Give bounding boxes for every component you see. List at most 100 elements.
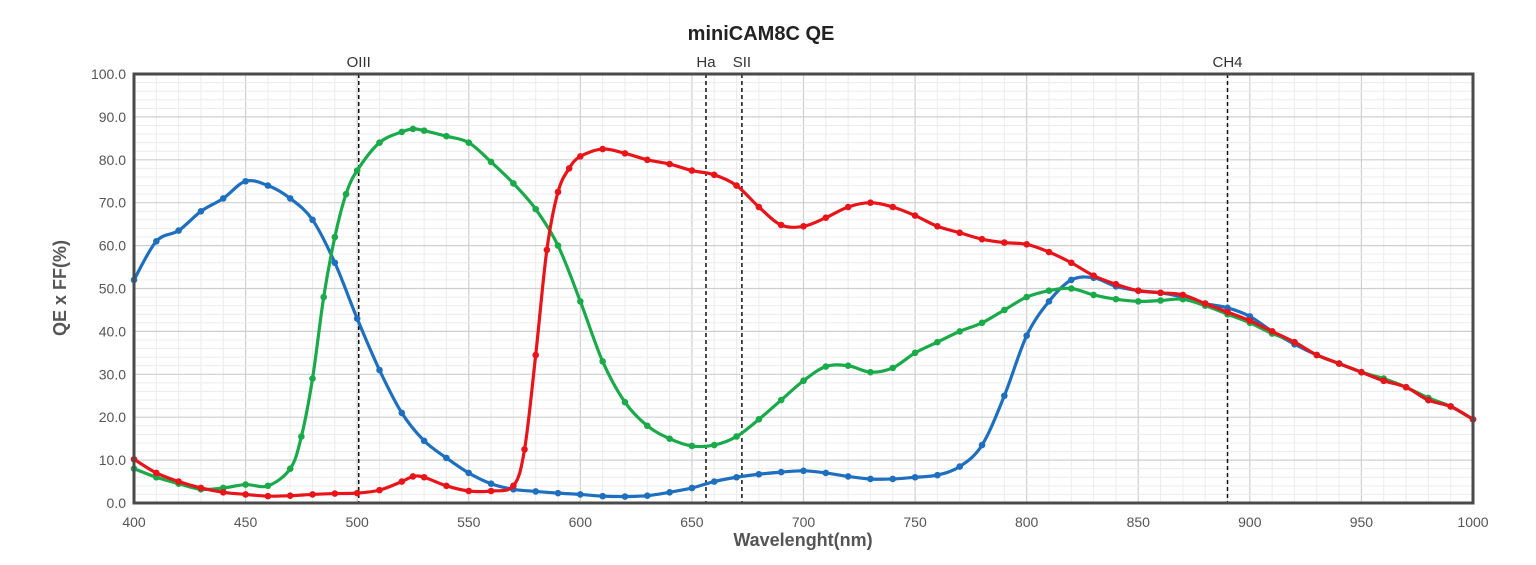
data-point-red: [1090, 272, 1097, 279]
data-point-blue: [1001, 392, 1008, 400]
x-tick-label: 900: [1238, 514, 1262, 530]
grid: [133, 73, 1474, 504]
data-point-blue: [353, 315, 361, 322]
data-point-blue: [1045, 298, 1053, 305]
data-point-red: [777, 221, 785, 229]
data-point-blue: [599, 492, 606, 500]
plot-frame: [132, 72, 1475, 505]
data-point-red: [1335, 360, 1343, 367]
reference-lines: OIII Ha SII CH4: [347, 54, 1243, 503]
data-point-blue: [867, 475, 874, 483]
data-point-red: [911, 212, 919, 219]
data-point-blue: [1023, 332, 1030, 339]
data-point-red: [978, 235, 986, 243]
data-point-blue: [755, 470, 763, 478]
data-point-green: [733, 433, 740, 440]
data-point-red: [1134, 287, 1142, 294]
data-point-red: [443, 482, 450, 490]
x-axis-label: Wavelenght(nm): [733, 530, 872, 550]
data-point-red: [309, 491, 316, 498]
data-point-red: [219, 488, 227, 496]
data-point-green: [911, 349, 919, 357]
data-point-green: [822, 363, 830, 370]
y-tick-label: 30.0: [99, 366, 126, 382]
data-point-blue: [666, 488, 673, 496]
data-point-red: [755, 203, 763, 211]
data-point-green: [1001, 306, 1008, 314]
data-point-blue: [844, 473, 852, 480]
data-point-green: [1023, 293, 1030, 301]
data-point-green: [599, 358, 606, 365]
data-point-red: [264, 492, 272, 500]
data-point-red: [1402, 383, 1410, 391]
data-point-green: [342, 190, 350, 198]
data-point-blue: [934, 471, 941, 479]
data-point-green: [577, 298, 584, 305]
data-point-red: [532, 351, 539, 359]
data-point-green: [309, 375, 316, 382]
y-tick-label: 90.0: [99, 109, 126, 125]
data-point-red: [420, 473, 428, 481]
data-point-red: [621, 150, 629, 157]
data-point-red: [286, 492, 294, 500]
data-point-green: [889, 364, 897, 372]
y-tick-label: 20.0: [99, 409, 126, 425]
chart-title: miniCAM8C QE: [688, 23, 835, 45]
data-point-red: [800, 222, 807, 230]
data-point-red: [1358, 368, 1365, 376]
x-tick-label: 750: [903, 514, 927, 530]
data-point-red: [565, 165, 573, 172]
series-blue: [130, 177, 1477, 500]
data-point-red: [543, 246, 551, 254]
x-tick-label: 400: [122, 514, 146, 530]
data-point-green: [1157, 297, 1164, 304]
data-point-red: [844, 203, 852, 211]
data-point-green: [956, 328, 964, 335]
data-point-red: [599, 145, 606, 153]
x-tick-label: 600: [569, 514, 593, 530]
data-point-blue: [688, 484, 696, 492]
data-point-blue: [153, 238, 160, 245]
data-point-green: [510, 180, 517, 187]
data-point-green: [420, 127, 428, 134]
x-tick-label: 800: [1015, 514, 1039, 530]
reference-line-label: OIII: [347, 54, 371, 71]
data-point-green: [666, 435, 673, 442]
data-point-red: [487, 487, 495, 495]
data-point-green: [1068, 285, 1075, 292]
data-point-green: [688, 442, 696, 450]
data-point-blue: [420, 437, 428, 445]
data-point-blue: [911, 473, 919, 481]
data-point-green: [1090, 291, 1097, 299]
data-point-green: [487, 158, 495, 166]
data-point-red: [822, 214, 830, 222]
data-point-red: [666, 160, 673, 168]
data-point-red: [1224, 308, 1231, 316]
y-tick-label: 60.0: [99, 238, 126, 254]
data-point-blue: [443, 454, 450, 462]
data-point-green: [934, 338, 941, 346]
data-point-red: [577, 153, 584, 160]
y-tick-label: 10.0: [99, 452, 126, 468]
data-point-red: [867, 199, 874, 206]
data-point-green: [353, 167, 361, 174]
x-tick-labels: 400 450 500 550 600 650 700 750 800 850 900 950 1000: [122, 514, 1488, 530]
data-point-red: [1001, 239, 1008, 246]
data-point-red: [1447, 403, 1454, 410]
y-tick-label: 0.0: [107, 495, 127, 511]
data-point-red: [242, 491, 249, 498]
data-point-red: [1201, 300, 1209, 307]
x-tick-label: 950: [1350, 514, 1374, 530]
data-point-red: [1291, 338, 1298, 346]
reference-line-label: Ha: [696, 54, 716, 71]
y-tick-labels: 0.0 10.0 20.0 30.0 40.0 50.0 60.0 70.0 80.0 90.0 1…: [91, 66, 126, 511]
data-point-blue: [376, 366, 383, 374]
data-point-red: [409, 473, 417, 480]
x-tick-label: 550: [457, 514, 481, 530]
data-point-red: [1380, 377, 1388, 385]
data-point-red: [733, 182, 740, 189]
data-point-red: [688, 167, 696, 174]
reference-line-label: CH4: [1213, 54, 1243, 71]
data-point-red: [353, 489, 361, 497]
series-group: [130, 125, 1477, 500]
